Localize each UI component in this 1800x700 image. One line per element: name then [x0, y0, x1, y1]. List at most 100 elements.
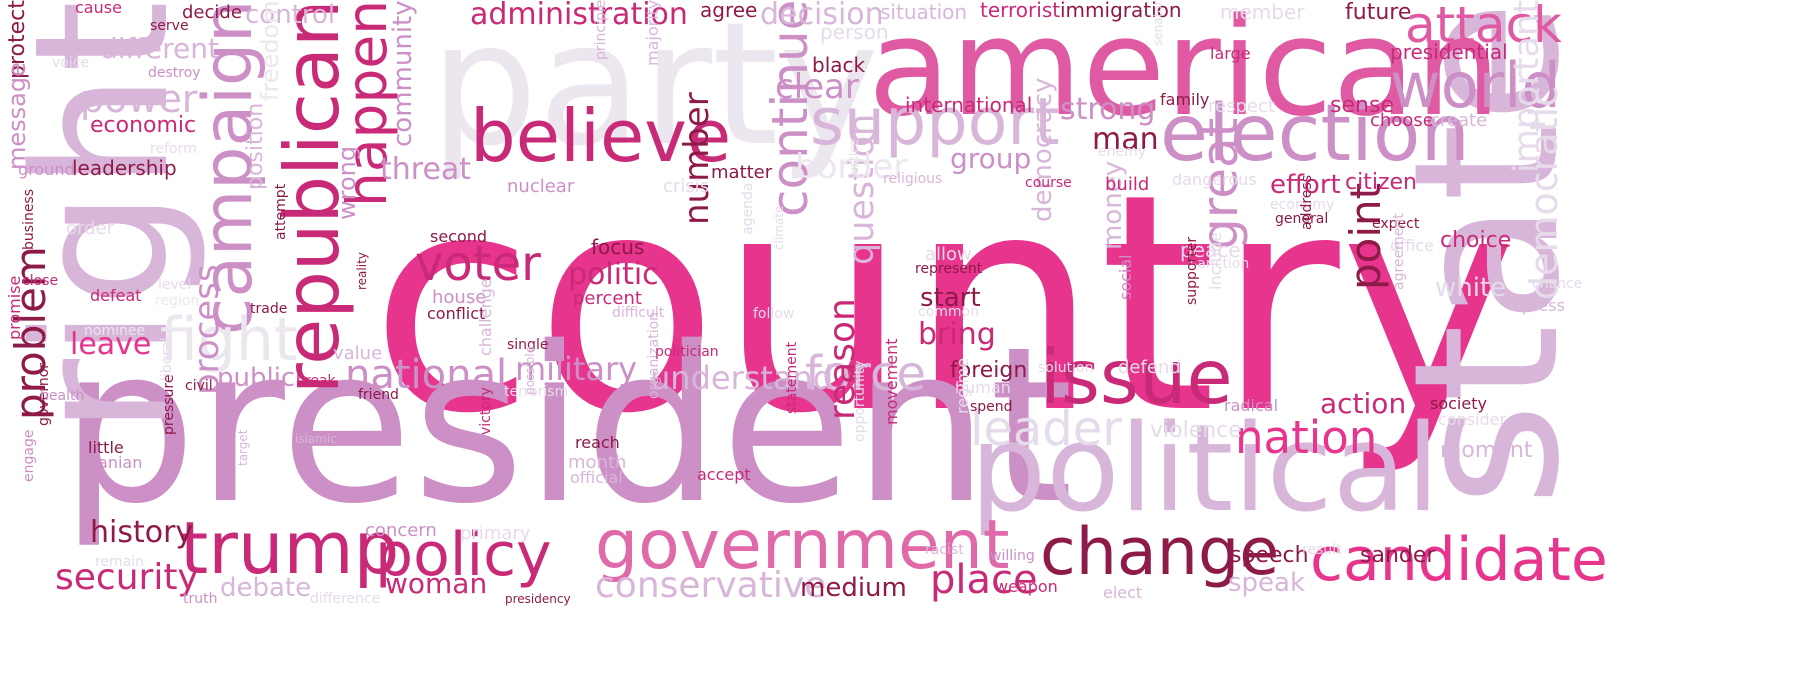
word-regime: regime — [953, 357, 972, 414]
word-international: international — [905, 93, 1033, 117]
word-government: government — [595, 506, 1010, 585]
word-general: general — [1275, 211, 1329, 227]
word-majority: majority — [643, 0, 662, 67]
word-agenda: agenda — [740, 182, 756, 235]
word-matter: matter — [711, 162, 773, 183]
word-build: build — [1105, 174, 1150, 195]
word-dangerous: dangerous — [1172, 170, 1257, 189]
word-result: result — [1302, 542, 1342, 558]
word-statement: statement — [784, 341, 800, 414]
word-pressure: pressure — [161, 374, 177, 435]
word-movement: movement — [882, 338, 901, 425]
word-level: level — [158, 277, 192, 293]
word-challenge: challenge — [476, 278, 495, 356]
word-reach: reach — [575, 433, 620, 452]
word-primary: primary — [460, 523, 531, 544]
word-civil: civil — [185, 378, 213, 394]
word-justice: justice — [847, 138, 861, 178]
word-terrorist: terrorist — [980, 0, 1061, 22]
word-place: place — [930, 557, 1038, 603]
word-order: order — [66, 218, 114, 239]
word-ground: ground — [18, 160, 75, 179]
word-possible: possible — [523, 345, 537, 395]
word-power: power — [80, 77, 198, 121]
word-woman: woman — [385, 567, 488, 600]
word-question: question — [842, 113, 882, 265]
word-politician: politician — [655, 344, 719, 360]
word-focus: focus — [591, 235, 645, 259]
word-community: community — [388, 0, 418, 147]
word-agreement: agreement — [1391, 213, 1407, 290]
word-victory: victory — [478, 387, 494, 435]
word-value: value — [333, 343, 383, 364]
word-difference: difference — [310, 591, 381, 607]
word-position: position — [243, 102, 268, 190]
word-american: american — [868, 0, 1501, 146]
word-foreign: foreign — [950, 358, 1028, 383]
word-climate: climate — [772, 205, 786, 250]
word-administration: administration — [470, 0, 688, 32]
word-religious: religious — [883, 171, 943, 187]
word-close: close — [22, 273, 59, 289]
word-crisis: crisis — [663, 176, 710, 197]
word-force: force — [805, 346, 926, 402]
word-citizen: citizen — [1345, 170, 1417, 195]
word-immigration: immigration — [1060, 0, 1182, 22]
word-different: different — [100, 32, 219, 65]
word-business: business — [21, 188, 37, 250]
word-iranian: iranian — [87, 453, 143, 472]
word-military: military — [515, 350, 638, 388]
word-break: break — [296, 373, 336, 389]
word-conservative: conservative — [595, 565, 827, 606]
word-history: history — [90, 515, 194, 550]
word-health: health — [40, 388, 85, 404]
word-promise: promise — [5, 275, 24, 340]
word-debate: debate — [220, 573, 312, 603]
word-nation: nation — [1235, 411, 1378, 464]
word-man: man — [1092, 122, 1159, 157]
word-accept: accept — [697, 465, 751, 484]
word-decide: decide — [182, 2, 242, 23]
word-attempt: attempt — [273, 183, 289, 240]
word-national: national — [345, 352, 508, 398]
word-start: start — [920, 283, 981, 313]
word-choose: choose — [1370, 110, 1434, 131]
word-second: second — [430, 227, 488, 246]
word-politic: politic — [568, 257, 659, 292]
word-radical: radical — [1224, 396, 1279, 415]
word-percent: percent — [573, 288, 642, 309]
word-change: change — [1040, 515, 1280, 590]
word-difficult: difficult — [612, 305, 665, 321]
word-presidential: presidential — [1390, 40, 1508, 64]
word-senator: senator — [1151, 0, 1165, 46]
word-spend: spend — [970, 399, 1013, 415]
word-defend: defend — [1118, 357, 1181, 378]
word-action: action — [1320, 387, 1407, 420]
word-conflict: conflict — [427, 304, 486, 323]
word-moment: moment — [1440, 438, 1533, 463]
word-election: election — [1160, 89, 1470, 179]
word-principle: principle — [593, 0, 609, 61]
word-reform: reform — [150, 141, 197, 157]
word-black: black — [812, 53, 866, 77]
word-society: society — [1430, 394, 1487, 413]
word-person: person — [820, 20, 889, 44]
word-target: target — [236, 429, 250, 467]
word-expect: expect — [1372, 216, 1420, 232]
word-threat: threat — [380, 152, 472, 187]
word-candidate: candidate — [1310, 525, 1608, 595]
word-nuclear: nuclear — [507, 176, 575, 197]
word-trump: trump — [180, 506, 400, 590]
word-terrorism: terrorism — [504, 384, 569, 400]
word-supporter: supporter — [1184, 236, 1200, 305]
word-enemy: enemy — [1098, 144, 1147, 160]
word-defeat: defeat — [90, 286, 142, 305]
word-economic: economic — [90, 113, 197, 138]
word-racist: racist — [925, 542, 964, 558]
word-trade: trade — [250, 301, 288, 317]
word-concern: concern — [365, 520, 437, 541]
word-follow: follow — [753, 306, 795, 322]
word-issue: issue — [1040, 333, 1233, 421]
word-remain: remain — [95, 554, 145, 570]
